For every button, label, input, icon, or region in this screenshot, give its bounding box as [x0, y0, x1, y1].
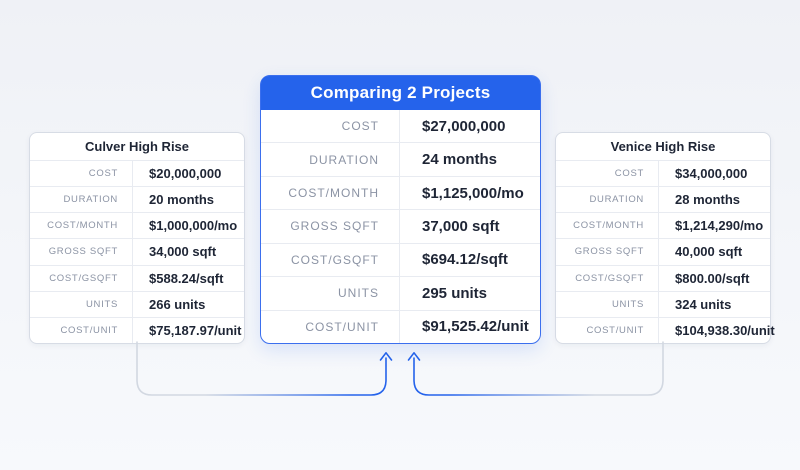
stat-label: COST/GSQFT: [556, 265, 659, 291]
stat-value: 37,000 sqft: [422, 217, 500, 235]
arrow-up-icon: [379, 352, 393, 361]
stat-row: COST $27,000,000: [261, 110, 540, 143]
stat-label: COST: [30, 161, 133, 187]
stat-row: DURATION 24 months: [261, 142, 540, 176]
stat-label: COST/UNIT: [261, 310, 400, 343]
stat-label: DURATION: [261, 143, 400, 176]
stat-value: $27,000,000: [422, 117, 506, 135]
stat-value: $694.12/sqft: [422, 251, 508, 269]
stat-value: 266 units: [149, 296, 206, 312]
stat-row: COST/MONTH $1,000,000/mo: [30, 212, 244, 239]
project-card-venice: Venice High Rise COST $34,000,000 DURATI…: [555, 132, 775, 344]
stat-value: $34,000,000: [675, 166, 748, 182]
stat-label: COST/GSQFT: [261, 243, 400, 277]
stat-value: $588.24/sqft: [149, 270, 224, 286]
arrow-up-icon: [407, 352, 421, 361]
stat-row: DURATION 28 months: [556, 186, 770, 213]
stat-row: COST $34,000,000: [556, 161, 770, 187]
stat-value: 28 months: [675, 192, 741, 208]
stat-label: COST/MONTH: [556, 213, 659, 239]
stat-label: COST: [261, 110, 400, 143]
stat-value: 34,000 sqft: [149, 244, 217, 260]
stat-label: COST/GSQFT: [30, 265, 133, 291]
stat-row: COST/GSQFT $800.00/sqft: [556, 264, 770, 291]
stat-label: COST/UNIT: [556, 317, 659, 343]
stat-value: $91,525.42/unit: [422, 318, 529, 336]
stat-rows: COST $27,000,000 DURATION 24 months COST…: [261, 110, 540, 343]
stat-label: COST/UNIT: [30, 317, 133, 343]
stat-row: GROSS SQFT 40,000 sqft: [556, 238, 770, 265]
stat-row: COST/UNIT $75,187.97/unit: [30, 316, 244, 343]
stat-value: $75,187.97/unit: [149, 322, 242, 338]
stat-value: 20 months: [149, 192, 215, 208]
stat-row: COST/UNIT $91,525.42/unit: [261, 309, 540, 343]
stat-value: $1,214,290/mo: [675, 218, 764, 234]
project-card-culver: Culver High Rise COST $20,000,000 DURATI…: [29, 132, 245, 344]
stat-row: COST/MONTH $1,125,000/mo: [261, 175, 540, 210]
stat-label: GROSS SQFT: [30, 239, 133, 265]
stat-label: DURATION: [30, 187, 133, 213]
stat-value: $1,000,000/mo: [149, 218, 238, 234]
stat-label: DURATION: [556, 187, 659, 213]
stat-label: UNITS: [261, 277, 400, 310]
stat-label: COST/MONTH: [261, 176, 400, 210]
connector-line-left: [136, 341, 387, 396]
stat-rows: COST $34,000,000 DURATION 28 months COST…: [556, 161, 775, 343]
stat-label: GROSS SQFT: [261, 210, 400, 243]
stat-label: GROSS SQFT: [556, 239, 659, 265]
card-title: Venice High Rise: [556, 133, 770, 161]
stat-value: 40,000 sqft: [675, 244, 743, 260]
stat-row: UNITS 324 units: [556, 290, 770, 317]
stat-label: COST/MONTH: [30, 213, 133, 239]
stat-value: 295 units: [422, 284, 488, 302]
stat-value: 24 months: [422, 151, 498, 169]
comparison-card-title: Comparing 2 Projects: [261, 76, 540, 110]
stat-row: COST/GSQFT $588.24/sqft: [30, 264, 244, 291]
stat-label: COST: [556, 161, 659, 187]
stat-row: UNITS 295 units: [261, 276, 540, 310]
comparison-summary-card: Comparing 2 Projects COST $27,000,000 DU…: [260, 75, 541, 344]
stat-value: $104,938.30/unit: [675, 322, 775, 338]
stat-row: COST/GSQFT $694.12/sqft: [261, 242, 540, 277]
stat-label: UNITS: [30, 291, 133, 317]
stat-value: $20,000,000: [149, 166, 222, 182]
stat-value: 324 units: [675, 296, 732, 312]
stat-row: DURATION 20 months: [30, 186, 244, 213]
stat-row: COST/MONTH $1,214,290/mo: [556, 212, 770, 239]
stat-row: COST/UNIT $104,938.30/unit: [556, 316, 775, 343]
stat-rows: COST $20,000,000 DURATION 20 months COST…: [30, 161, 244, 343]
stat-row: GROSS SQFT 34,000 sqft: [30, 238, 244, 265]
stat-row: COST $20,000,000: [30, 161, 244, 187]
stat-value: $1,125,000/mo: [422, 184, 524, 202]
stat-row: GROSS SQFT 37,000 sqft: [261, 209, 540, 243]
stat-value: $800.00/sqft: [675, 270, 750, 286]
stat-row: UNITS 266 units: [30, 290, 244, 317]
connector-line-right: [413, 341, 664, 396]
card-title: Culver High Rise: [30, 133, 244, 161]
stat-label: UNITS: [556, 291, 659, 317]
